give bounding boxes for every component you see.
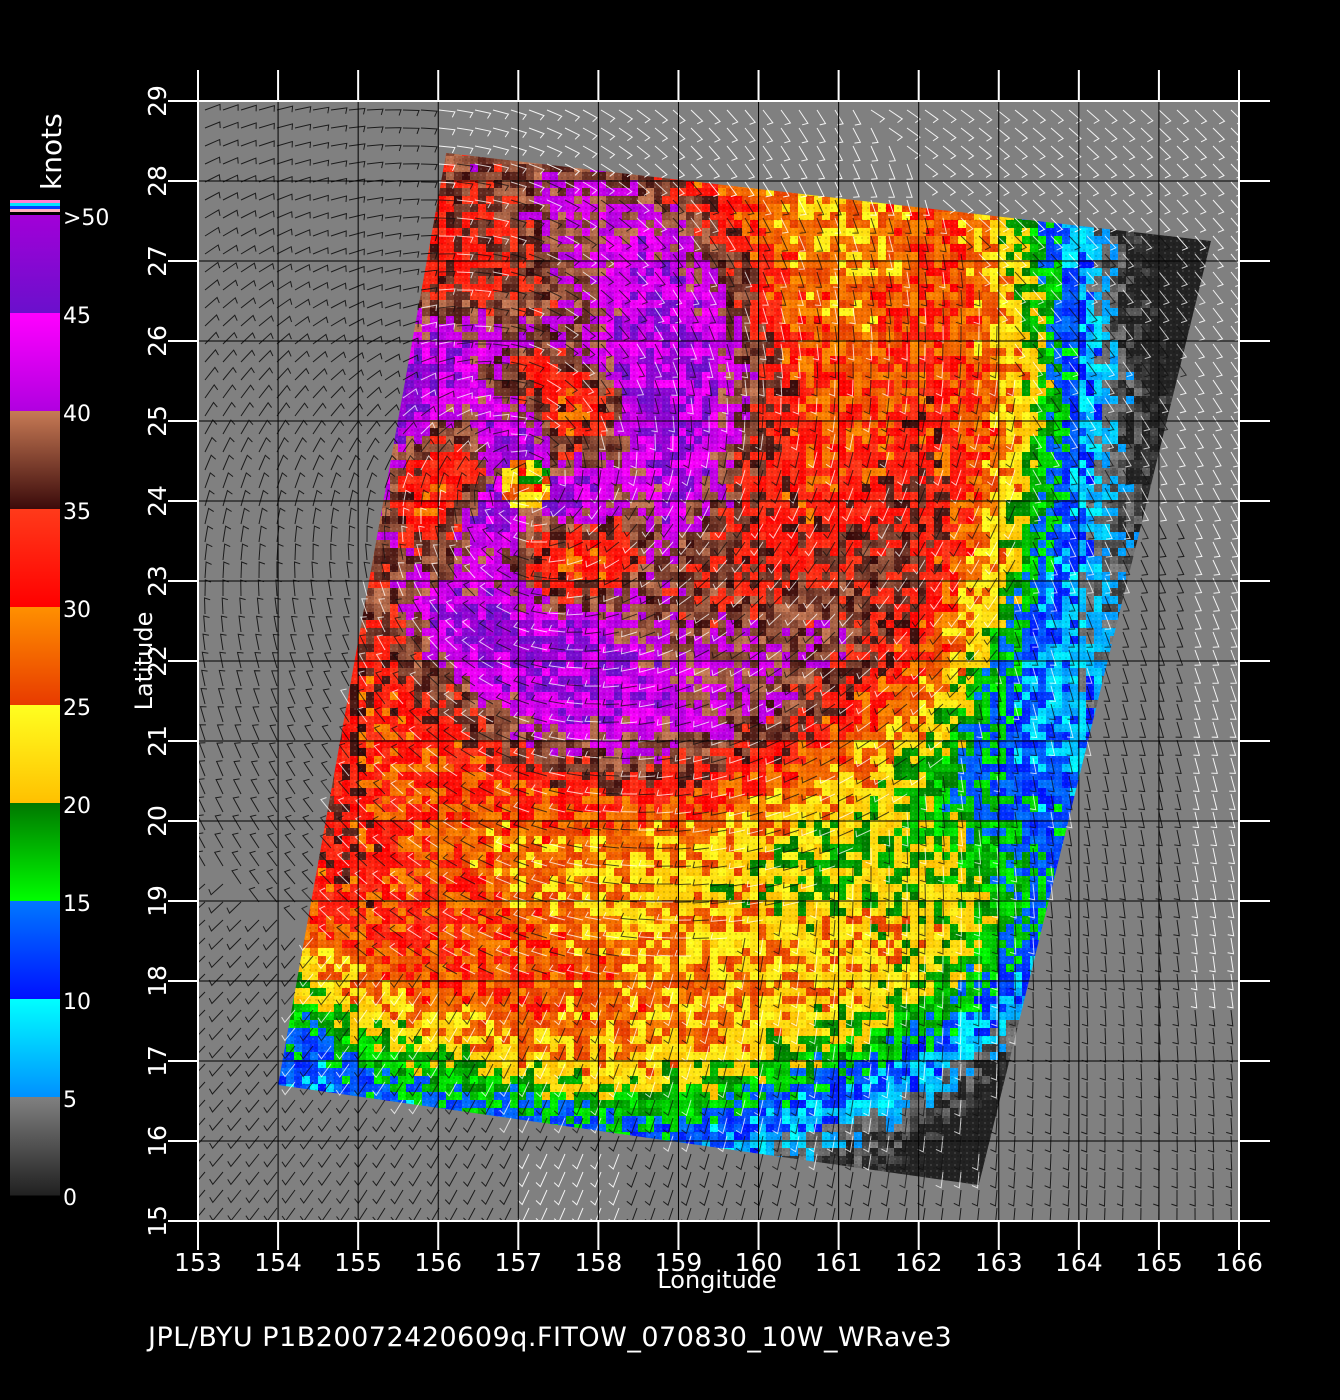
longitude-tick-label: 155 [334, 1248, 382, 1277]
longitude-tick-label: 163 [975, 1248, 1023, 1277]
latitude-tick-label: 22 [143, 645, 172, 677]
map-frame: 153 154 155 156 157 158 159 160 161 162 163 164 165 1… [130, 70, 1270, 1294]
colorbar-segment [10, 999, 60, 1098]
latitude-tick-label: 15 [143, 1205, 172, 1237]
longitude-tick-label: 164 [1055, 1248, 1103, 1277]
colorbar-segment [10, 411, 60, 510]
colorbar-segment [10, 1097, 60, 1196]
y-axis-label: Latitude [130, 612, 158, 711]
latitude-tick-label: 19 [143, 885, 172, 917]
colorbar-segment [10, 313, 60, 412]
colorbar-tick-label: 40 [63, 402, 91, 427]
longitude-tick-label: 157 [494, 1248, 542, 1277]
colorbar-tick-label: >50 [63, 206, 109, 231]
longitude-tick-label: 154 [254, 1248, 302, 1277]
latitude-tick-label: 28 [143, 165, 172, 197]
lat-lon-grid [197, 100, 1240, 1222]
axis-ticks [168, 70, 1270, 1250]
colorbar-segment [10, 803, 60, 902]
colorbar-cap-light [10, 209, 60, 212]
colorbar-tick-label: 10 [63, 990, 91, 1015]
latitude-tick-label: 16 [143, 1125, 172, 1157]
longitude-tick-label: 156 [414, 1248, 462, 1277]
longitude-tick-label: 159 [655, 1248, 703, 1277]
colorbar-segment [10, 705, 60, 804]
longitude-tick-label: 153 [174, 1248, 222, 1277]
longitude-tick-label: 161 [815, 1248, 863, 1277]
latitude-tick-label: 17 [143, 1045, 172, 1077]
colorbar-segment [10, 509, 60, 608]
colorbar-tick-label: 30 [63, 598, 91, 623]
colorbar-cap-pink [10, 200, 60, 203]
colorbar: >50 45 40 35 30 25 20 15 10 5 0 knots [10, 113, 109, 1211]
latitude-tick-label: 20 [143, 805, 172, 837]
colorbar-labels: >50 45 40 35 30 25 20 15 10 5 0 [63, 206, 109, 1211]
latitude-tick-label: 18 [143, 965, 172, 997]
longitude-tick-label: 160 [735, 1248, 783, 1277]
colorbar-segment [10, 607, 60, 706]
colorbar-tick-label: 45 [63, 304, 91, 329]
latitude-tick-labels: 15 16 17 18 19 20 21 22 23 24 25 26 27 28 29 [143, 85, 172, 1237]
latitude-tick-label: 26 [143, 325, 172, 357]
colorbar-cap-blue [10, 206, 60, 209]
wind-barbs [198, 103, 1239, 1221]
footer-caption: JPL/BYU P1B20072420609q.FITOW_070830_10W… [148, 1322, 953, 1353]
longitude-tick-label: 158 [575, 1248, 623, 1277]
colorbar-segment [10, 215, 60, 314]
x-axis-label: Longitude [657, 1266, 776, 1294]
longitude-tick-label: 162 [895, 1248, 943, 1277]
colorbar-cap-cyan [10, 203, 60, 206]
latitude-tick-label: 25 [143, 405, 172, 437]
latitude-tick-label: 24 [143, 485, 172, 517]
colorbar-tick-label: 0 [63, 1186, 77, 1211]
latitude-tick-label: 27 [143, 245, 172, 277]
longitude-tick-labels: 153 154 155 156 157 158 159 160 161 162 163 164 165 1… [174, 1248, 1263, 1277]
colorbar-tick-label: 25 [63, 696, 91, 721]
colorbar-tick-label: 35 [63, 500, 91, 525]
colorbar-segment [10, 901, 60, 1000]
longitude-tick-label: 166 [1215, 1248, 1263, 1277]
colorbar-unit-label: knots [35, 113, 68, 190]
latitude-tick-label: 29 [143, 85, 172, 117]
colorbar-segments [10, 215, 60, 1196]
latitude-tick-label: 21 [143, 725, 172, 757]
colorbar-tick-label: 20 [63, 794, 91, 819]
latitude-tick-label: 23 [143, 565, 172, 597]
colorbar-tick-label: 5 [63, 1088, 77, 1113]
longitude-tick-label: 165 [1135, 1248, 1183, 1277]
colorbar-tick-label: 15 [63, 892, 91, 917]
